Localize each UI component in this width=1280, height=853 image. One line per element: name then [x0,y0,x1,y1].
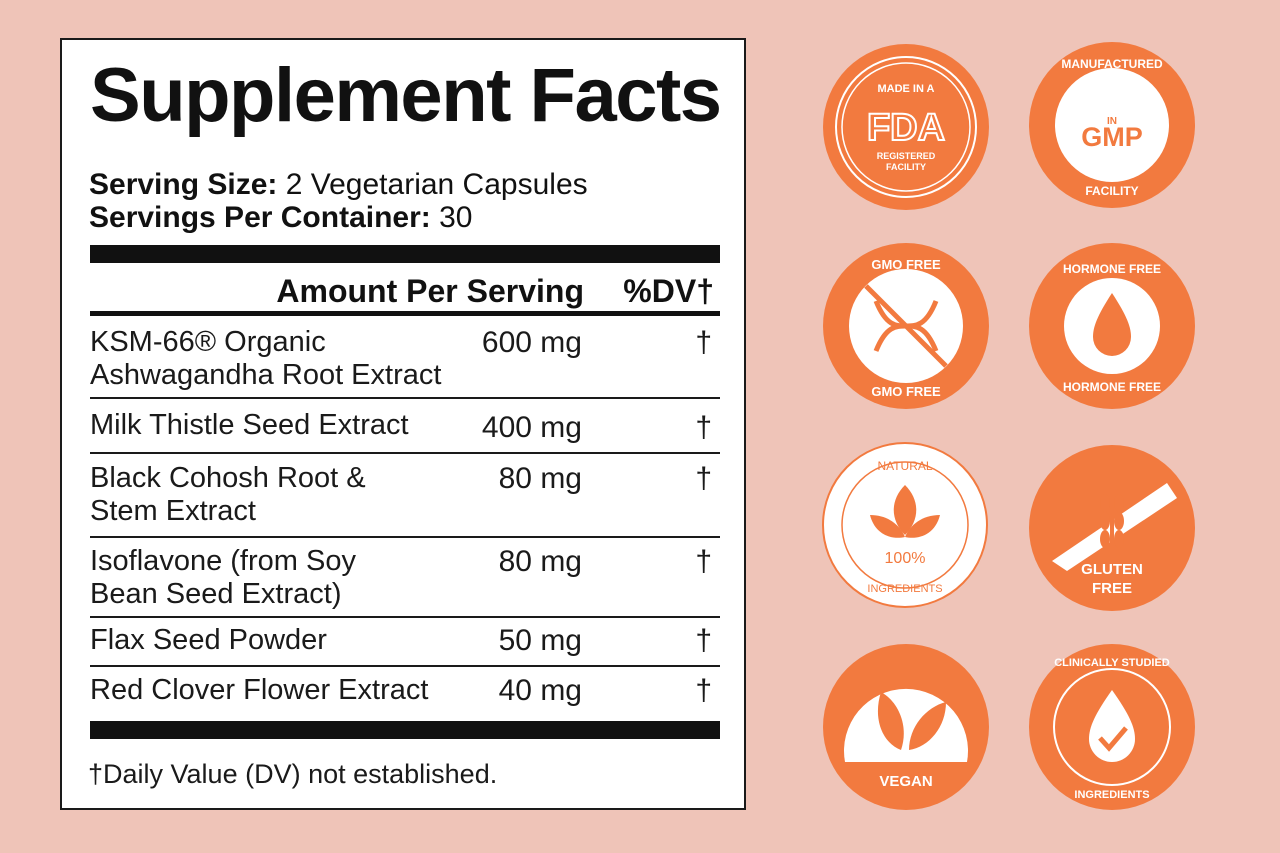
gmp-badge-top: MANUFACTURED [1061,57,1163,71]
hormone-badge-bottom: HORMONE FREE [1063,380,1161,394]
ingredient-name: Black Cohosh Root & Stem Extract [90,462,366,527]
gmp-facility-badge: IN GMP MANUFACTURED FACILITY [1027,40,1197,210]
vegan-badge-label: VEGAN [879,773,932,790]
hormone-free-badge: HORMONE FREE HORMONE FREE [1027,241,1197,411]
gmo-badge-top: GMO FREE [871,257,941,272]
ingredient-dv: † [695,674,712,707]
serving-size: Serving Size: 2 Vegetarian Capsules [89,170,588,200]
gluten-free-badge: GLUTEN FREE [1027,443,1197,613]
ingredient-dv: † [695,411,712,444]
gmo-free-badge: GMO FREE GMO FREE [821,241,991,411]
thick-divider-top [90,245,720,263]
panel-title: Supplement Facts [90,53,722,138]
ingredient-amount: 400 mg [481,411,582,444]
ingredient-dv: † [695,326,712,359]
gmp-badge-mid: IN [1107,116,1117,127]
fda-icon: MADE IN A FDA REGISTERED FACILITY [823,44,989,210]
serving-size-label: Serving Size: [89,168,278,201]
leaves-icon: VEGAN [823,644,989,810]
clinical-badge-bottom: INGREDIENTS [1074,789,1149,801]
ingredient-name: Flax Seed Powder [90,624,327,656]
ingredient-name: KSM-66® Organic Ashwagandha Root Extract [90,326,442,391]
ingredient-amount: 40 mg [498,674,582,707]
fda-badge-main: FDA [867,107,945,149]
ingredient-name: Red Clover Flower Extract [90,674,429,706]
wheat-icon: GLUTEN FREE [1029,445,1195,611]
ingredient-dv: † [695,462,712,495]
supplement-facts-panel: Supplement Facts Serving Size: 2 Vegetar… [60,38,746,810]
fda-badge-top: MADE IN A [877,83,934,95]
fda-badge-bottom2: FACILITY [886,162,926,172]
ingredient-amount: 80 mg [498,462,582,495]
natural-badge-main: 100% [885,550,926,567]
servings-per-container-value: 30 [439,201,473,234]
droplet-icon: HORMONE FREE HORMONE FREE [1029,243,1195,409]
thick-divider-bottom [90,721,720,739]
gmp-icon: IN GMP MANUFACTURED FACILITY [1029,42,1195,208]
fda-badge-bottom1: REGISTERED [877,151,936,161]
hormone-badge-top: HORMONE FREE [1063,262,1161,276]
ingredient-amount: 600 mg [481,326,582,359]
row-divider [90,536,720,538]
row-divider [90,616,720,618]
medium-divider [90,311,720,316]
leaf-icon: 100% NATURAL INGREDIENTS [822,442,988,608]
servings-per-container-label: Servings Per Container: [89,201,431,234]
serving-size-value: 2 Vegetarian Capsules [285,168,588,201]
natural-ingredients-badge: 100% NATURAL INGREDIENTS [820,440,990,610]
header-dv: %DV† [623,273,714,309]
gluten-badge-line2: FREE [1092,580,1132,597]
vegan-badge: VEGAN [821,642,991,812]
ingredient-dv: † [695,624,712,657]
ingredient-amount: 50 mg [498,624,582,657]
ingredient-amount: 80 mg [498,545,582,578]
daily-value-footnote: †Daily Value (DV) not established. [88,759,498,789]
clinically-studied-badge: CLINICALLY STUDIED INGREDIENTS [1027,642,1197,812]
gmp-badge-main: GMP [1081,122,1143,152]
natural-badge-top: NATURAL [877,459,932,473]
ingredient-dv: † [695,545,712,578]
header-amount-per-serving: Amount Per Serving [276,273,584,309]
row-divider [90,397,720,399]
ingredient-name: Milk Thistle Seed Extract [90,409,409,441]
gluten-badge-line1: GLUTEN [1081,561,1143,578]
row-divider [90,452,720,454]
clinical-badge-top: CLINICALLY STUDIED [1054,657,1170,669]
servings-per-container: Servings Per Container: 30 [89,203,472,233]
gmp-badge-bottom: FACILITY [1085,184,1138,198]
check-droplet-icon: CLINICALLY STUDIED INGREDIENTS [1029,644,1195,810]
row-divider [90,665,720,667]
dna-icon: GMO FREE GMO FREE [823,243,989,409]
fda-registered-badge: MADE IN A FDA REGISTERED FACILITY [821,42,991,212]
natural-badge-bottom: INGREDIENTS [867,583,942,595]
ingredient-name: Isoflavone (from Soy Bean Seed Extract) [90,545,356,610]
gmo-badge-bottom: GMO FREE [871,384,941,399]
